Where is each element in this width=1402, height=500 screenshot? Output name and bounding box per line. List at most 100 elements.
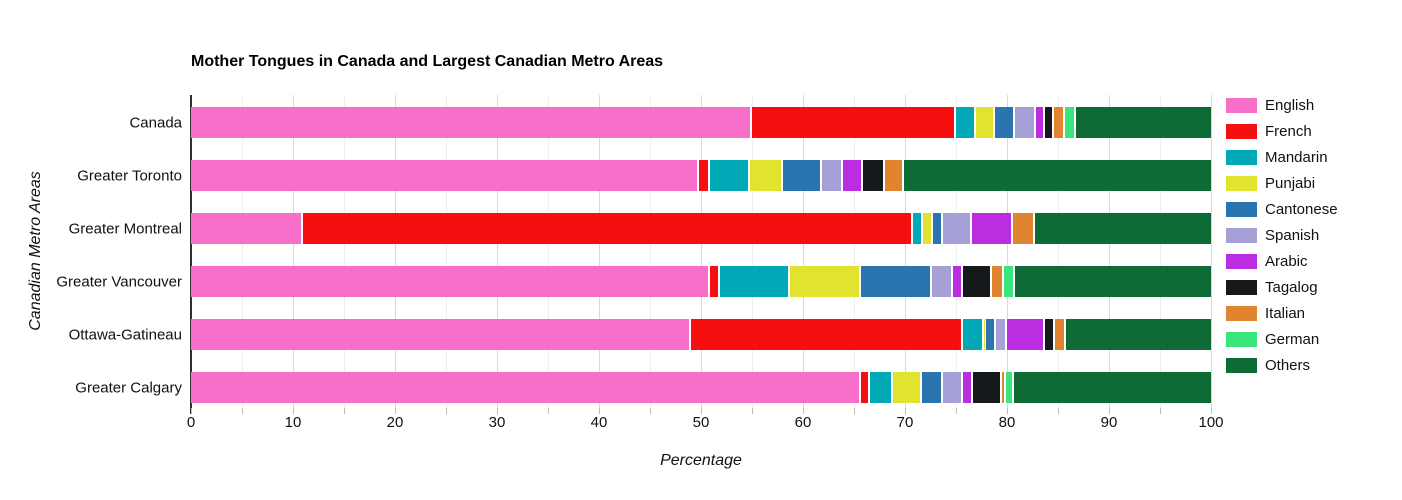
y-axis-label: Greater Vancouver [56, 273, 182, 291]
bar-segment-spanish[interactable] [1015, 107, 1034, 139]
bar-segment-french[interactable] [690, 319, 962, 351]
bar-segment-spanish[interactable] [931, 266, 951, 298]
legend-label: Spanish [1265, 226, 1320, 244]
bar-segment-english[interactable] [191, 107, 750, 139]
bar-segment-punjabi[interactable] [789, 266, 860, 298]
legend-item-german[interactable]: German [1226, 326, 1338, 352]
gridline [1160, 95, 1161, 408]
bar-segment-spanish[interactable] [942, 213, 971, 245]
bar-segment-others[interactable] [1066, 319, 1211, 351]
axis-tick [548, 408, 549, 414]
bar-segment-tagalog[interactable] [1044, 319, 1053, 351]
legend-swatch [1226, 305, 1257, 321]
bar-segment-german[interactable] [1003, 266, 1014, 298]
legend-label: Others [1265, 356, 1311, 374]
x-tick-label: 40 [590, 414, 608, 431]
legend-label: Punjabi [1265, 174, 1316, 192]
legend-item-mandarin[interactable]: Mandarin [1226, 144, 1338, 170]
bar-segment-spanish[interactable] [822, 160, 841, 192]
bar-segment-mandarin[interactable] [720, 266, 788, 298]
bar-segment-italian[interactable] [1013, 213, 1033, 245]
axis-tick [1160, 408, 1161, 414]
bar-segment-italian[interactable] [884, 160, 902, 192]
bar-segment-arabic[interactable] [842, 160, 862, 192]
bar-segment-french[interactable] [861, 372, 869, 404]
bar-segment-italian[interactable] [1053, 107, 1064, 139]
bar-segment-italian[interactable] [1001, 372, 1004, 404]
bar-segment-cantonese[interactable] [932, 213, 941, 245]
bar-segment-mandarin[interactable] [956, 107, 975, 139]
bar-segment-italian[interactable] [991, 266, 1002, 298]
bar-segment-tagalog[interactable] [1044, 107, 1052, 139]
bar-segment-punjabi[interactable] [749, 160, 781, 192]
x-tick-label: 0 [186, 414, 196, 431]
bar-segment-cantonese[interactable] [782, 160, 821, 192]
bar-segment-mandarin[interactable] [710, 160, 748, 192]
legend-item-others[interactable]: Others [1226, 352, 1338, 378]
legend-item-arabic[interactable]: Arabic [1226, 248, 1338, 274]
bar-segment-others[interactable] [1014, 372, 1211, 404]
bar-segment-others[interactable] [903, 160, 1211, 192]
bar-segment-spanish[interactable] [995, 319, 1005, 351]
bar-segment-german[interactable] [1005, 372, 1013, 404]
bar-segment-arabic[interactable] [1007, 319, 1043, 351]
bar-segment-french[interactable] [710, 266, 719, 298]
bar-row [191, 213, 1211, 245]
bar-row [191, 266, 1211, 298]
bar-segment-arabic[interactable] [1035, 107, 1043, 139]
bar-segment-punjabi[interactable] [976, 107, 993, 139]
bar-segment-arabic[interactable] [963, 372, 972, 404]
legend-item-cantonese[interactable]: Cantonese [1226, 196, 1338, 222]
gridline [752, 95, 753, 408]
bar-segment-mandarin[interactable] [870, 372, 891, 404]
bar-segment-cantonese[interactable] [861, 266, 930, 298]
axis-tick [344, 408, 345, 414]
bar-segment-italian[interactable] [1054, 319, 1065, 351]
gridline [650, 95, 651, 408]
bar-segment-cantonese[interactable] [985, 319, 994, 351]
bar-row [191, 319, 1211, 351]
legend-item-spanish[interactable]: Spanish [1226, 222, 1338, 248]
legend-item-tagalog[interactable]: Tagalog [1226, 274, 1338, 300]
bar-segment-others[interactable] [1015, 266, 1211, 298]
legend-item-italian[interactable]: Italian [1226, 300, 1338, 326]
bar-segment-cantonese[interactable] [922, 372, 941, 404]
bar-segment-mandarin[interactable] [913, 213, 922, 245]
gridline [1058, 95, 1059, 408]
axis-tick [752, 408, 753, 414]
bar-segment-french[interactable] [303, 213, 912, 245]
bar-segment-english[interactable] [191, 160, 697, 192]
y-axis-label: Greater Calgary [75, 379, 182, 397]
bar-segment-tagalog[interactable] [863, 160, 883, 192]
bar-segment-french[interactable] [752, 107, 954, 139]
bar-segment-punjabi[interactable] [983, 319, 985, 351]
bar-segment-french[interactable] [698, 160, 709, 192]
bar-segment-punjabi[interactable] [892, 372, 921, 404]
axis-tick [956, 408, 957, 414]
bar-segment-english[interactable] [191, 213, 302, 245]
legend-item-french[interactable]: French [1226, 118, 1338, 144]
bar-segment-arabic[interactable] [972, 213, 1012, 245]
bar-segment-tagalog[interactable] [973, 372, 1000, 404]
bar-segment-english[interactable] [191, 266, 709, 298]
bar-segment-others[interactable] [1076, 107, 1211, 139]
bar-segment-spanish[interactable] [942, 372, 962, 404]
bar-segment-arabic[interactable] [952, 266, 962, 298]
x-tick-label: 20 [386, 414, 404, 431]
bar-segment-punjabi[interactable] [923, 213, 931, 245]
axis-tick [650, 408, 651, 414]
legend-swatch [1226, 175, 1257, 191]
legend-item-punjabi[interactable]: Punjabi [1226, 170, 1338, 196]
bar-segment-others[interactable] [1034, 213, 1211, 245]
bar-segment-english[interactable] [191, 319, 689, 351]
gridline [242, 95, 243, 408]
x-tick-label: 70 [896, 414, 914, 431]
bar-segment-cantonese[interactable] [994, 107, 1014, 139]
gridline [446, 95, 447, 408]
bar-segment-english[interactable] [191, 372, 860, 404]
bar-segment-german[interactable] [1065, 107, 1075, 139]
bar-segment-mandarin[interactable] [963, 319, 982, 351]
legend-item-english[interactable]: English [1226, 92, 1338, 118]
gridline [548, 95, 549, 408]
bar-segment-tagalog[interactable] [963, 266, 990, 298]
